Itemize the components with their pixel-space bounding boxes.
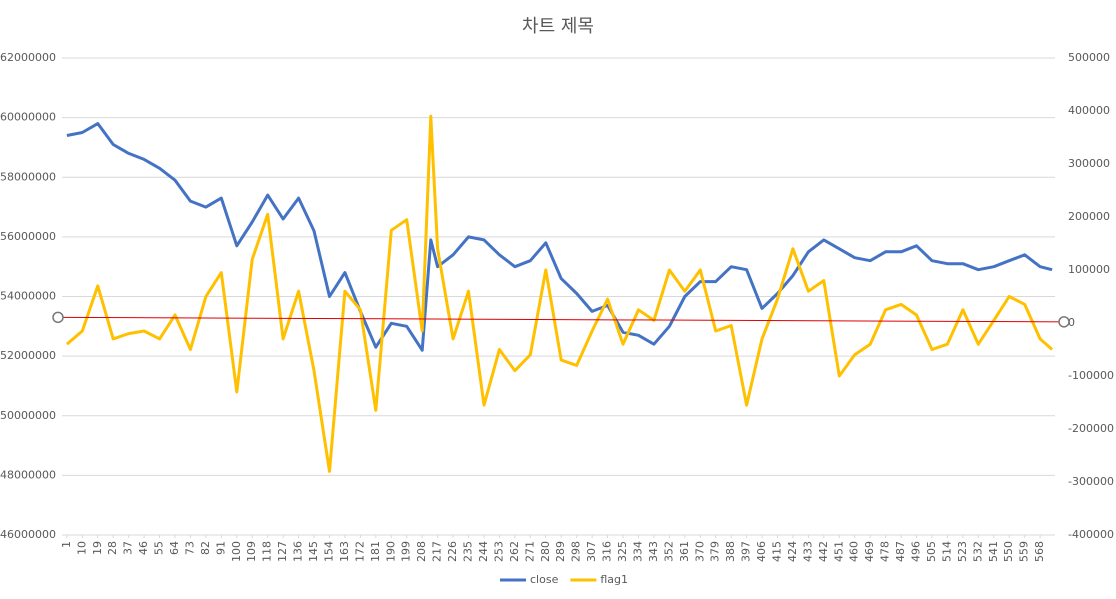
x-tick-label: 289	[554, 541, 567, 562]
y2-tick-label: 200000	[1068, 210, 1110, 223]
x-tick-label: 280	[539, 541, 552, 562]
y2-tick-label: -200000	[1068, 422, 1114, 435]
chart-title: 차트 제목	[522, 16, 594, 37]
legend-label: close	[530, 573, 559, 586]
x-tick-label: 343	[647, 541, 660, 562]
x-tick-label: 208	[415, 541, 428, 562]
x-tick-label: 415	[770, 541, 783, 562]
x-tick-label: 388	[724, 541, 737, 562]
y2-tick-label: 0	[1068, 316, 1075, 329]
x-tick-label: 154	[322, 541, 335, 562]
y-tick-label: 60000000	[0, 111, 56, 124]
y-tick-label: 56000000	[0, 230, 56, 243]
x-tick-label: 334	[631, 541, 644, 562]
x-tick-label: 505	[925, 541, 938, 562]
x-tick-label: 307	[585, 541, 598, 562]
trendline	[57, 316, 1065, 323]
x-tick-label: 82	[199, 541, 212, 555]
x-tick-label: 19	[91, 541, 104, 555]
series-line	[66, 122, 1053, 352]
y2-tick-label: -300000	[1068, 475, 1114, 488]
series-line	[65, 114, 1054, 473]
x-tick-label: 397	[740, 541, 753, 562]
legend-label: flag1	[600, 573, 628, 586]
x-tick-label: 190	[384, 541, 397, 562]
x-tick-label: 109	[245, 541, 258, 562]
y2-tick-label: 400000	[1068, 104, 1110, 117]
y2-tick-label: 500000	[1068, 51, 1110, 64]
y2-tick-label: -100000	[1068, 369, 1114, 382]
x-tick-label: 244	[477, 541, 490, 562]
x-tick-label: 118	[261, 541, 274, 562]
x-tick-label: 460	[848, 541, 861, 562]
x-tick-label: 172	[353, 541, 366, 562]
x-tick-label: 199	[400, 541, 413, 562]
y2-tick-label: 100000	[1068, 263, 1110, 276]
x-tick-label: 28	[106, 541, 119, 555]
x-tick-label: 316	[601, 541, 614, 562]
x-tick-label: 523	[956, 541, 969, 562]
x-tick-label: 532	[971, 541, 984, 562]
x-tick-label: 559	[1018, 541, 1031, 562]
x-tick-label: 370	[693, 541, 706, 562]
x-tick-label: 541	[987, 541, 1000, 562]
x-tick-label: 10	[75, 541, 88, 555]
x-tick-label: 469	[863, 541, 876, 562]
y2-tick-label: 300000	[1068, 157, 1110, 170]
x-tick-label: 478	[879, 541, 892, 562]
x-tick-label: 55	[153, 541, 166, 555]
handle	[52, 311, 64, 324]
y-tick-label: 54000000	[0, 290, 56, 303]
x-tick-label: 298	[570, 541, 583, 562]
x-tick-label: 442	[817, 541, 830, 562]
x-tick-label: 163	[338, 541, 351, 562]
x-tick-label: 514	[940, 541, 953, 562]
x-tick-label: 91	[214, 541, 227, 555]
x-tick-label: 127	[276, 541, 289, 562]
x-tick-label: 487	[894, 541, 907, 562]
y-tick-label: 62000000	[0, 51, 56, 64]
x-tick-label: 46	[137, 541, 150, 555]
y-tick-label: 48000000	[0, 468, 56, 481]
x-tick-label: 451	[832, 541, 845, 562]
y-tick-label: 58000000	[0, 170, 56, 183]
x-tick-label: 496	[910, 541, 923, 562]
x-tick-label: 217	[431, 541, 444, 562]
x-tick-label: 100	[230, 541, 243, 562]
x-tick-label: 406	[755, 541, 768, 562]
x-tick-label: 145	[307, 541, 320, 562]
x-tick-label: 37	[122, 541, 135, 555]
x-tick-label: 424	[786, 541, 799, 562]
x-tick-label: 262	[508, 541, 521, 562]
y2-tick-label: -400000	[1068, 528, 1114, 541]
x-tick-label: 226	[446, 541, 459, 562]
x-tick-label: 235	[462, 541, 475, 562]
x-tick-label: 550	[1002, 541, 1015, 562]
y-tick-label: 52000000	[0, 349, 56, 362]
x-tick-label: 136	[292, 541, 305, 562]
x-tick-label: 181	[369, 541, 382, 562]
y-tick-label: 46000000	[0, 528, 56, 541]
x-tick-label: 433	[801, 541, 814, 562]
x-tick-label: 361	[678, 541, 691, 562]
handle	[1058, 316, 1070, 328]
x-tick-label: 325	[616, 541, 629, 562]
x-tick-label: 253	[492, 541, 505, 562]
x-tick-label: 73	[183, 541, 196, 555]
x-tick-label: 568	[1033, 541, 1046, 562]
x-tick-label: 271	[523, 541, 536, 562]
x-tick-label: 352	[662, 541, 675, 562]
x-tick-label: 1	[60, 541, 73, 548]
x-tick-label: 64	[168, 541, 181, 555]
x-tick-label: 379	[709, 541, 722, 562]
y-tick-label: 50000000	[0, 409, 56, 422]
